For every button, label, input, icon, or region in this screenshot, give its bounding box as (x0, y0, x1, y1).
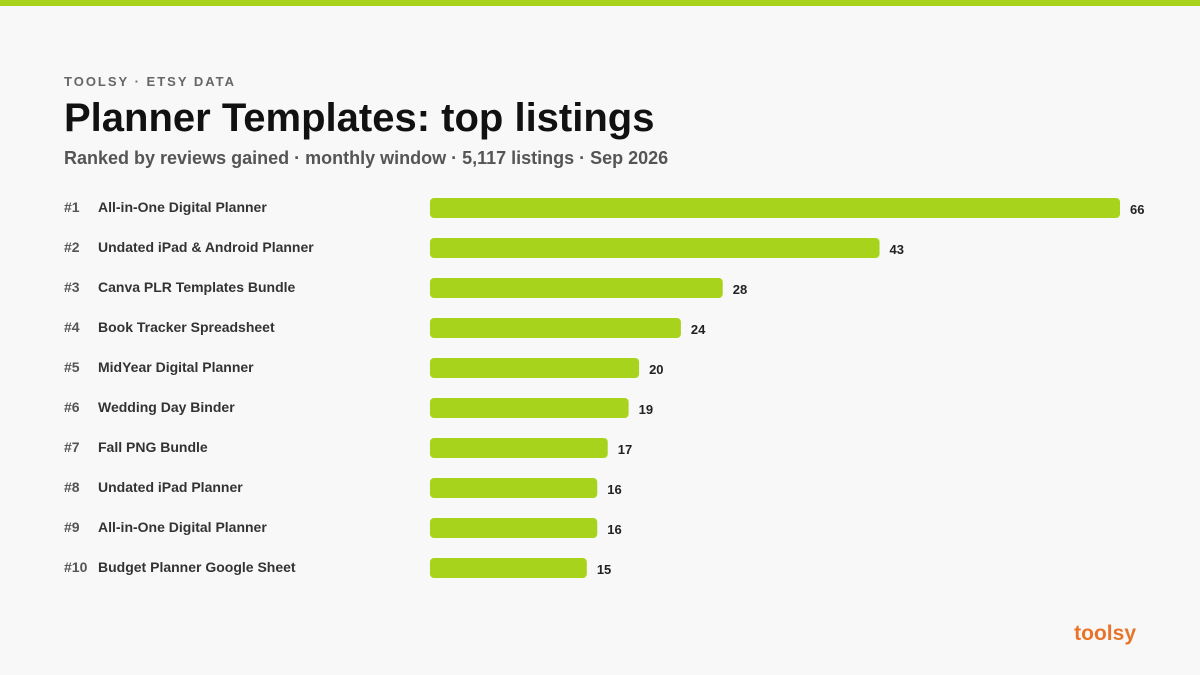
category-label: MidYear Digital Planner (98, 359, 254, 375)
bar (430, 478, 598, 498)
bar (430, 238, 880, 258)
category-label: Budget Planner Google Sheet (98, 559, 296, 575)
eyebrow-label: TOOLSY · ETSY DATA (64, 74, 237, 89)
data-label: 28 (733, 282, 747, 297)
data-label: 66 (1130, 202, 1144, 217)
bar (430, 398, 629, 418)
category-label: Book Tracker Spreadsheet (98, 319, 275, 335)
bar (430, 318, 681, 338)
accent-bar (0, 0, 1200, 6)
bar (430, 558, 587, 578)
rank-label: #7 (64, 439, 80, 455)
rank-label: #2 (64, 239, 80, 255)
data-label: 16 (607, 482, 621, 497)
category-label: Fall PNG Bundle (98, 439, 208, 455)
data-label: 20 (649, 362, 663, 377)
rank-label: #9 (64, 519, 80, 535)
data-label: 16 (607, 522, 621, 537)
rank-label: #8 (64, 479, 80, 495)
bar (430, 358, 640, 378)
rank-label: #5 (64, 359, 80, 375)
rank-label: #1 (64, 199, 80, 215)
data-label: 43 (890, 242, 904, 257)
bar (430, 438, 608, 458)
rank-label: #4 (64, 319, 80, 335)
category-label: All-in-One Digital Planner (98, 199, 267, 215)
category-label: Wedding Day Binder (98, 399, 235, 415)
bar (430, 518, 598, 538)
data-label: 19 (639, 402, 653, 417)
category-label: Undated iPad Planner (98, 479, 243, 495)
bar (430, 198, 1120, 218)
data-label: 15 (597, 562, 611, 577)
rank-label: #10 (64, 559, 88, 575)
category-label: Undated iPad & Android Planner (98, 239, 314, 255)
category-label: All-in-One Digital Planner (98, 519, 267, 535)
rank-label: #6 (64, 399, 80, 415)
rank-label: #3 (64, 279, 80, 295)
brand-logo: toolsy (1074, 622, 1136, 645)
bar (430, 278, 723, 298)
data-label: 17 (618, 442, 632, 457)
page-title: Planner Templates: top listings (64, 96, 655, 140)
page-subtitle: Ranked by reviews gained · monthly windo… (64, 148, 669, 168)
data-label: 24 (691, 322, 706, 337)
category-label: Canva PLR Templates Bundle (98, 279, 296, 295)
